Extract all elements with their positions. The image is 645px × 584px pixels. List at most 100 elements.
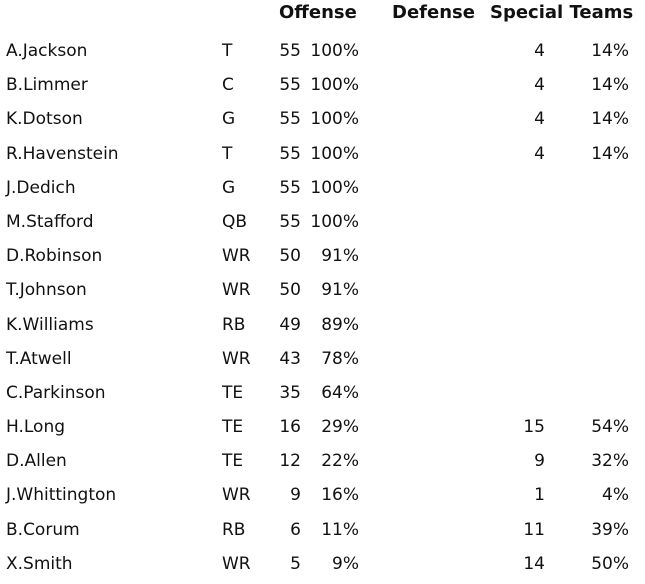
- offense-snaps: 55: [279, 109, 301, 130]
- table-row: D.Allen TE 12 22% 9 32%: [0, 447, 645, 481]
- player-position: WR: [222, 280, 251, 301]
- offense-snaps: 43: [279, 348, 301, 369]
- table-row: C.Parkinson TE 35 64%: [0, 379, 645, 413]
- player-position: T: [222, 143, 233, 164]
- player-position: WR: [222, 553, 251, 574]
- player-name: T.Atwell: [6, 348, 72, 369]
- offense-pct: 100%: [310, 177, 359, 198]
- table-row: B.Corum RB 6 11% 11 39%: [0, 516, 645, 550]
- player-name: B.Corum: [6, 519, 80, 540]
- table-row: M.Stafford QB 55 100%: [0, 208, 645, 242]
- offense-pct: 100%: [310, 41, 359, 61]
- player-position: G: [222, 109, 236, 130]
- player-position: G: [222, 177, 236, 198]
- offense-pct: 11%: [321, 519, 359, 540]
- special-teams-snaps: 9: [534, 451, 545, 472]
- offense-snaps: 50: [279, 280, 301, 301]
- player-name: D.Allen: [6, 451, 67, 472]
- table-row: H.Long TE 16 29% 15 54%: [0, 413, 645, 447]
- special-teams-pct: 14%: [591, 75, 629, 96]
- special-teams-snaps: 1: [534, 485, 545, 506]
- offense-pct: 100%: [310, 143, 359, 164]
- player-name: T.Johnson: [6, 280, 87, 301]
- offense-pct: 91%: [321, 246, 359, 267]
- player-position: TE: [222, 417, 244, 438]
- table-row: A.Jackson T 55 100% 4 14%: [0, 37, 645, 71]
- special-teams-snaps: 15: [523, 417, 545, 438]
- player-position: T: [222, 41, 233, 61]
- offense-snaps: 16: [279, 417, 301, 438]
- player-name: R.Havenstein: [6, 143, 119, 164]
- special-teams-snaps: 4: [534, 75, 545, 96]
- table-row: K.Dotson G 55 100% 4 14%: [0, 105, 645, 139]
- offense-snaps: 55: [279, 143, 301, 164]
- special-teams-snaps: 11: [523, 519, 545, 540]
- player-name: C.Parkinson: [6, 382, 106, 403]
- offense-pct: 22%: [321, 451, 359, 472]
- table-row: K.Williams RB 49 89%: [0, 311, 645, 345]
- offense-pct: 78%: [321, 348, 359, 369]
- header-defense: Defense: [392, 2, 475, 23]
- player-rows: A.Jackson T 55 100% 4 14% B.Limmer C 55 …: [0, 37, 645, 584]
- player-name: J.Dedich: [6, 177, 76, 198]
- player-position: RB: [222, 519, 246, 540]
- offense-pct: 29%: [321, 417, 359, 438]
- player-name: A.Jackson: [6, 41, 88, 61]
- offense-pct: 64%: [321, 382, 359, 403]
- player-position: TE: [222, 451, 244, 472]
- special-teams-pct: 39%: [591, 519, 629, 540]
- offense-pct: 100%: [310, 211, 359, 232]
- player-name: B.Limmer: [6, 75, 88, 96]
- table-row: J.Whittington WR 9 16% 1 4%: [0, 481, 645, 515]
- special-teams-pct: 14%: [591, 143, 629, 164]
- special-teams-pct: 32%: [591, 451, 629, 472]
- offense-snaps: 50: [279, 246, 301, 267]
- player-name: X.Smith: [6, 553, 73, 574]
- offense-snaps: 49: [279, 314, 301, 335]
- header-offense: Offense: [279, 2, 357, 23]
- special-teams-pct: 14%: [591, 109, 629, 130]
- offense-pct: 100%: [310, 109, 359, 130]
- table-row: T.Atwell WR 43 78%: [0, 345, 645, 379]
- player-position: WR: [222, 348, 251, 369]
- offense-pct: 89%: [321, 314, 359, 335]
- player-name: H.Long: [6, 417, 66, 438]
- offense-snaps: 55: [279, 177, 301, 198]
- player-name: K.Dotson: [6, 109, 83, 130]
- special-teams-snaps: 4: [534, 143, 545, 164]
- offense-pct: 9%: [332, 553, 359, 574]
- offense-snaps: 9: [290, 485, 301, 506]
- player-position: WR: [222, 246, 251, 267]
- special-teams-pct: 14%: [591, 41, 629, 61]
- player-position: TE: [222, 382, 244, 403]
- offense-snaps: 6: [290, 519, 301, 540]
- offense-snaps: 55: [279, 75, 301, 96]
- player-name: M.Stafford: [6, 211, 94, 232]
- header-special-teams: Special Teams: [490, 2, 634, 23]
- player-position: C: [222, 75, 234, 96]
- special-teams-snaps: 14: [523, 553, 545, 574]
- table-row: D.Robinson WR 50 91%: [0, 242, 645, 276]
- offense-snaps: 5: [290, 553, 301, 574]
- player-name: K.Williams: [6, 314, 94, 335]
- special-teams-snaps: 4: [534, 109, 545, 130]
- player-name: J.Whittington: [6, 485, 117, 506]
- offense-pct: 91%: [321, 280, 359, 301]
- table-row: X.Smith WR 5 9% 14 50%: [0, 550, 645, 584]
- player-position: RB: [222, 314, 246, 335]
- offense-snaps: 55: [279, 211, 301, 232]
- special-teams-snaps: 4: [534, 41, 545, 61]
- offense-snaps: 12: [279, 451, 301, 472]
- player-name: D.Robinson: [6, 246, 103, 267]
- special-teams-pct: 54%: [591, 417, 629, 438]
- table-row: B.Limmer C 55 100% 4 14%: [0, 71, 645, 105]
- offense-pct: 16%: [321, 485, 359, 506]
- special-teams-pct: 4%: [602, 485, 629, 506]
- table-row: T.Johnson WR 50 91%: [0, 276, 645, 310]
- special-teams-pct: 50%: [591, 553, 629, 574]
- player-position: WR: [222, 485, 251, 506]
- player-position: QB: [222, 211, 248, 232]
- table-row: R.Havenstein T 55 100% 4 14%: [0, 140, 645, 174]
- table-row: J.Dedich G 55 100%: [0, 174, 645, 208]
